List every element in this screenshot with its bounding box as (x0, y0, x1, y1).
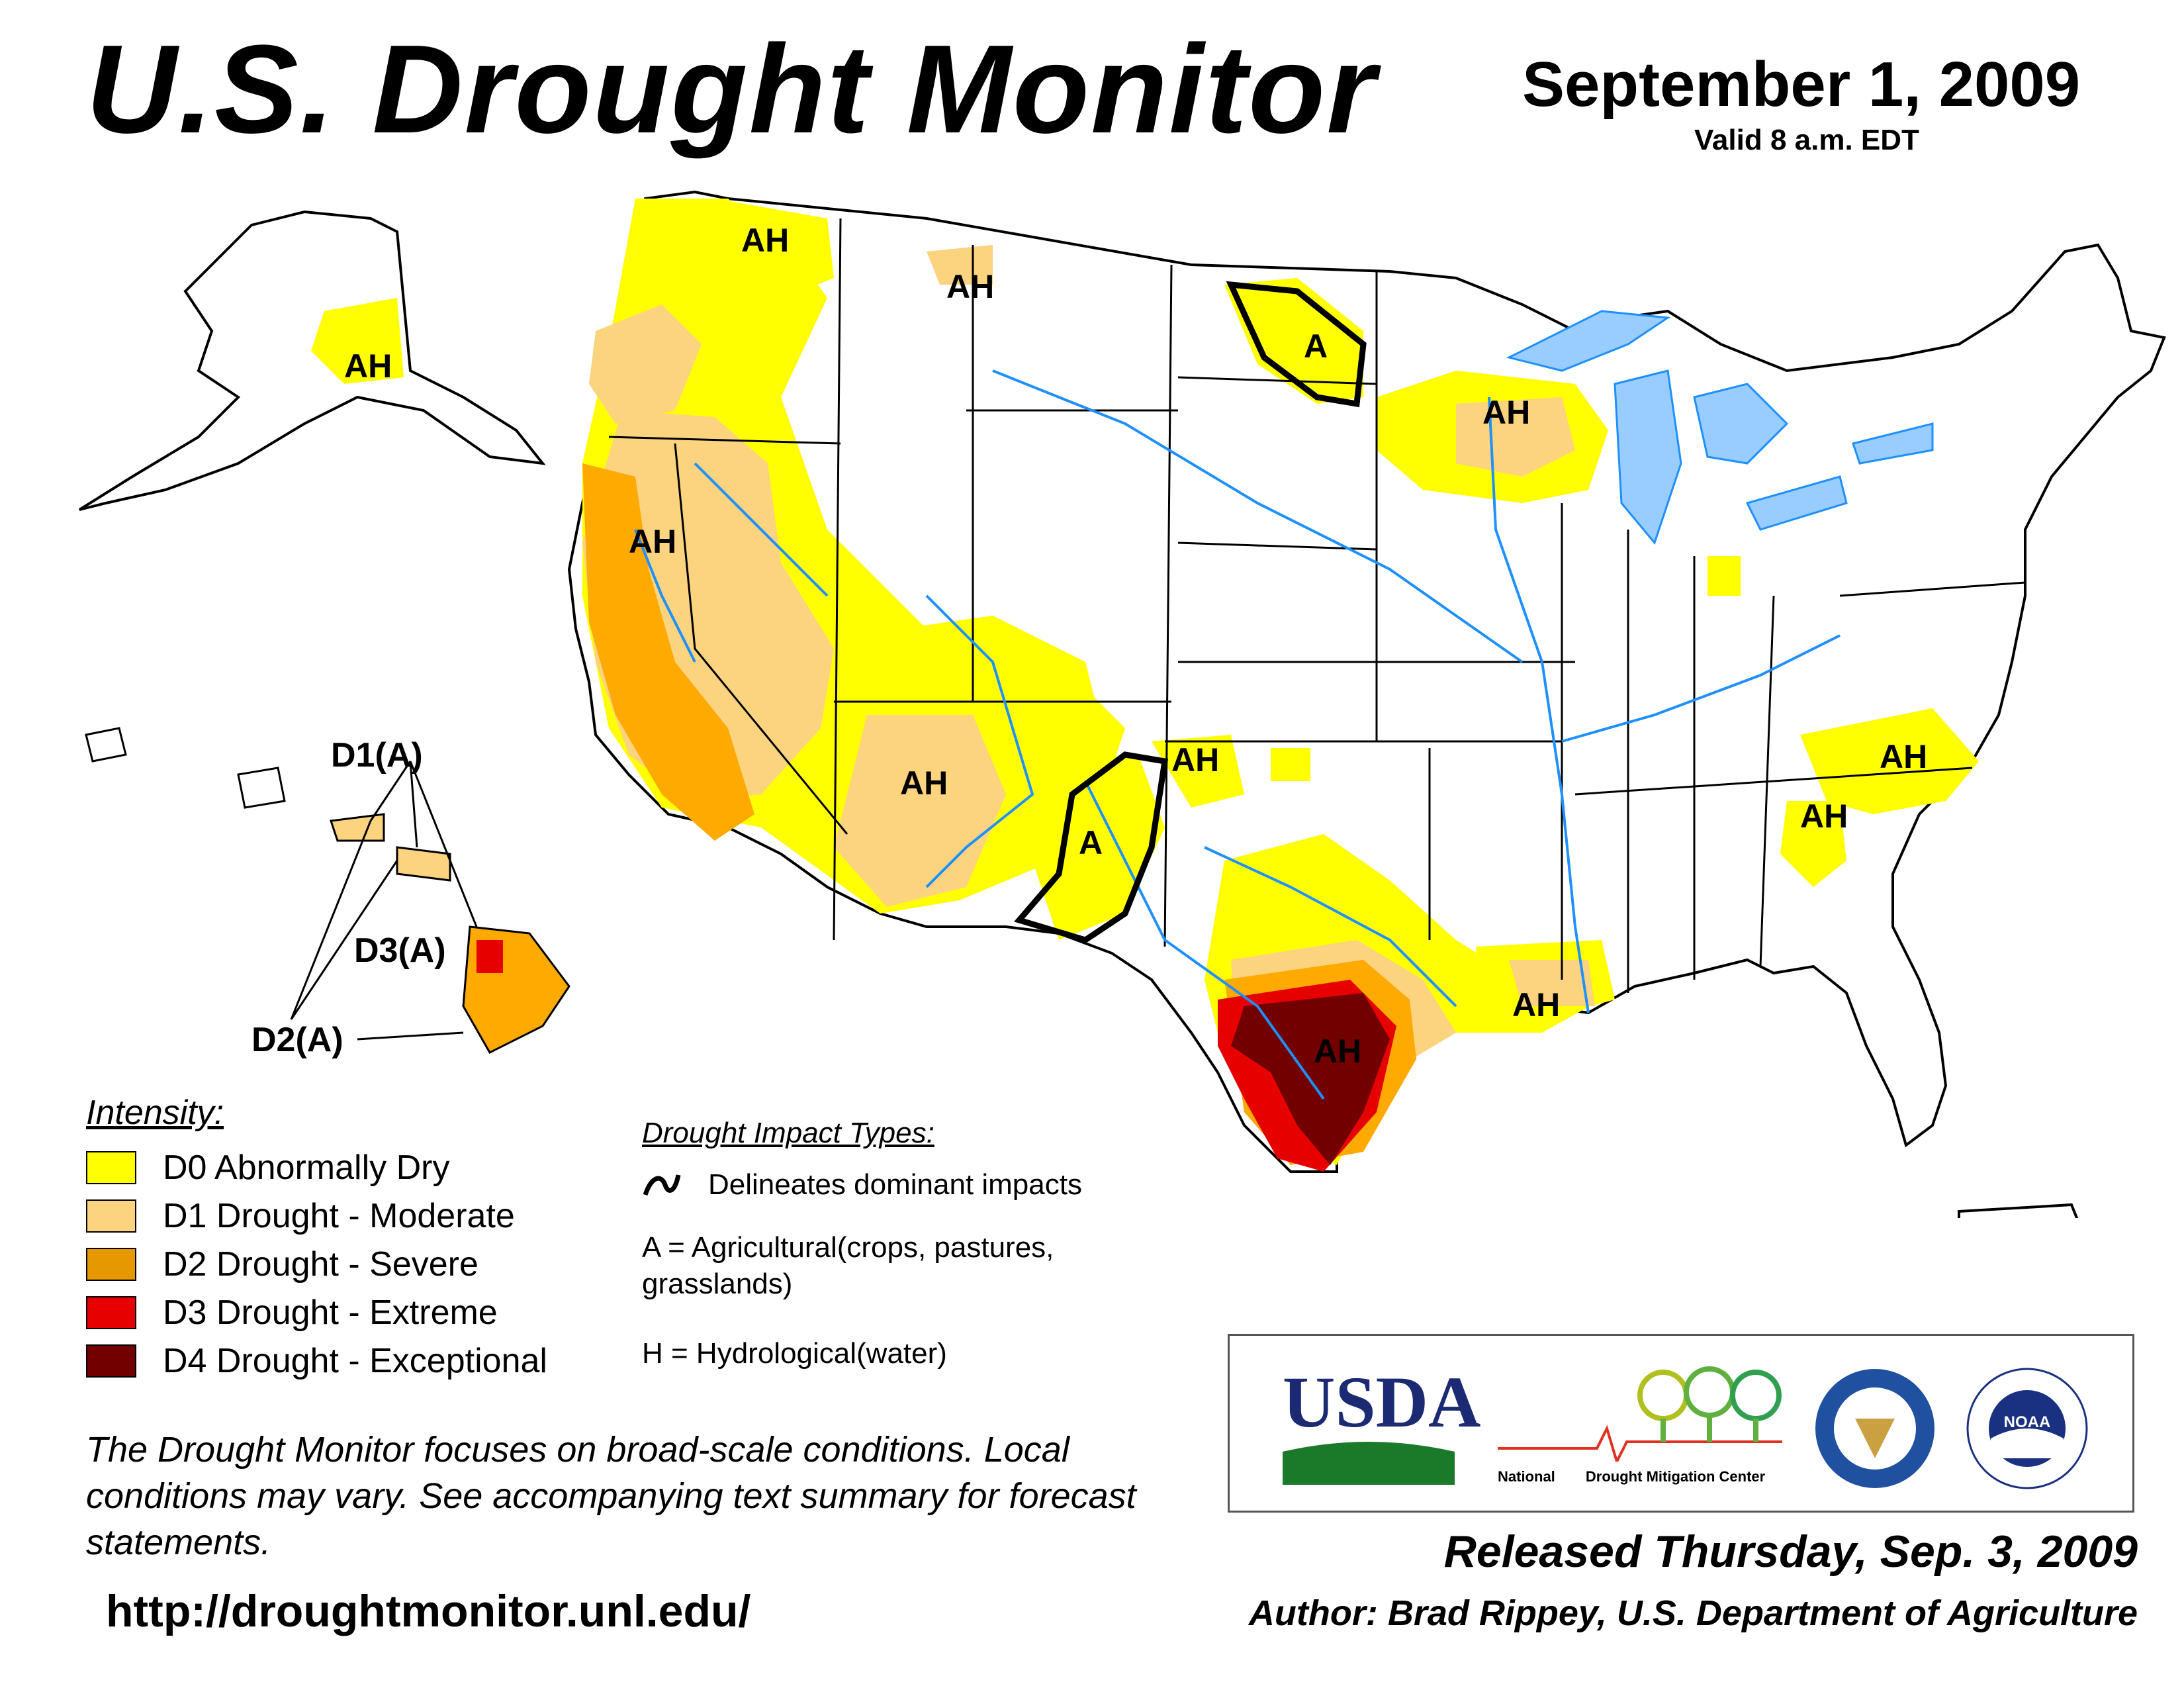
hydrological-label: H = Hydrological(water) (642, 1337, 947, 1370)
label-ah-alaska: AH (344, 348, 392, 385)
d0-carolina (1800, 708, 1979, 814)
d1-oregon (589, 305, 702, 424)
impact-legend: Drought Impact Types: Delineates dominan… (642, 1119, 1191, 1372)
hawaii-label-d1: D1(A) (331, 736, 423, 774)
map-date: September 1, 2009 (1522, 49, 2081, 120)
legend-swatch (86, 1199, 136, 1233)
ndmc-trees-icon (1498, 1366, 1782, 1466)
d0-ok (1152, 735, 1244, 808)
label-a-nd: A (1304, 328, 1328, 365)
legend-row: D2 Drought - Severe (86, 1240, 649, 1288)
label-ah-oklahoma: AH (1171, 741, 1219, 778)
alaska (78, 210, 546, 511)
legend-label: D2 Drought - Severe (163, 1244, 478, 1284)
usda-logo: USDA (1283, 1366, 1481, 1488)
noaa-logo: NOAA (1964, 1366, 2090, 1491)
ndmc-left-text: National (1498, 1468, 1555, 1485)
great-lakes (1506, 310, 1934, 545)
legend-row: D4 Drought - Exceptional (86, 1336, 649, 1385)
d1-montana (927, 245, 993, 285)
author: Author: Brad Rippey, U.S. Department of … (1248, 1593, 2138, 1633)
noaa-text: NOAA (2003, 1413, 2051, 1431)
intensity-legend: Intensity: D0 Abnormally Dry D1 Drought -… (86, 1096, 649, 1385)
noaa-seal-icon (1966, 1368, 2088, 1489)
d1-wisc (1456, 397, 1575, 477)
legend-label: D1 Drought - Moderate (163, 1196, 515, 1235)
website-link[interactable]: http://droughtmonitor.unl.edu/ (106, 1586, 751, 1636)
legend-label: D0 Abnormally Dry (163, 1148, 450, 1187)
label-ah-montana: AH (946, 268, 994, 305)
puerto-rico (1958, 1203, 2079, 1218)
legend-swatch (86, 1344, 136, 1378)
label-ah-texas: AH (1314, 1033, 1361, 1070)
usda-logo-text: USDA (1283, 1362, 1481, 1442)
delineates-label: Delineates dominant impacts (708, 1168, 1082, 1201)
label-ah-louisiana: AH (1512, 986, 1560, 1023)
d0-nd (1224, 278, 1363, 404)
rivers (634, 369, 1841, 1100)
label-ah-washington: AH (741, 222, 789, 259)
d0-kansas (1271, 748, 1310, 781)
legend-label: D3 Drought - Extreme (163, 1293, 498, 1332)
hawaii-label-d2: D2(A) (251, 1021, 343, 1059)
valid-time: Valid 8 a.m. EDT (1694, 124, 1919, 156)
d2-california (582, 463, 754, 841)
ndmc-logo: National Drought Mitigation Center (1498, 1362, 1782, 1495)
label-a-nm: A (1079, 824, 1103, 861)
alaska-d0 (311, 298, 404, 384)
logo-box: USDA National Drought Mitigation Center … (1228, 1334, 2134, 1513)
hawaii-label-d3: D3(A) (354, 931, 446, 970)
usda-hills-icon (1283, 1442, 1455, 1485)
region-labels: AH AH AH AH AH A AH AH A AH AH AH AH AH (344, 222, 1927, 1070)
delineate-line-icon (643, 1174, 681, 1196)
d0-montana (715, 199, 834, 305)
legend-row: D3 Drought - Extreme (86, 1288, 649, 1336)
d1-arizona (834, 715, 1006, 907)
d0-georgia (1780, 801, 1846, 887)
label-ah-wisconsin: AH (1482, 394, 1530, 431)
d0-ohio (1707, 556, 1741, 596)
legend-title: Intensity: (86, 1094, 224, 1132)
label-ah-nevada: AH (629, 523, 676, 560)
hawaii-leaders (290, 761, 478, 1041)
disclaimer-note: The Drought Monitor focuses on broad-sca… (86, 1430, 1136, 1563)
drought-map: AH AH AH AH AH A AH AH A AH AH AH AH AH (78, 190, 2166, 1218)
ndmc-right-text: Drought Mitigation Center (1585, 1468, 1766, 1485)
label-ah-arizona: AH (900, 765, 948, 802)
impact-lines (1014, 281, 1367, 943)
label-ah-carolina: AH (1880, 738, 1927, 775)
legend-row: D0 Abnormally Dry (86, 1143, 649, 1192)
legend-swatch (86, 1295, 136, 1329)
doc-seal-icon (1815, 1369, 1934, 1488)
agricultural-label-2: grasslands) (642, 1268, 793, 1300)
legend-row: D1 Drought - Moderate (86, 1192, 649, 1240)
page-title: U.S. Drought Monitor (86, 19, 1377, 160)
legend-swatch (86, 1150, 136, 1184)
agricultural-label: A = Agricultural(crops, pastures, (642, 1231, 1054, 1264)
legend-label: D4 Drought - Exceptional (163, 1341, 547, 1380)
release-date: Released Thursday, Sep. 3, 2009 (1443, 1526, 2138, 1577)
drought-areas (582, 199, 1979, 1172)
hawaii (85, 727, 570, 1054)
label-ah-georgia: AH (1800, 798, 1848, 835)
impacts-title: Drought Impact Types: (642, 1117, 934, 1149)
legend-swatch (86, 1247, 136, 1281)
d1-la (1509, 960, 1595, 1006)
